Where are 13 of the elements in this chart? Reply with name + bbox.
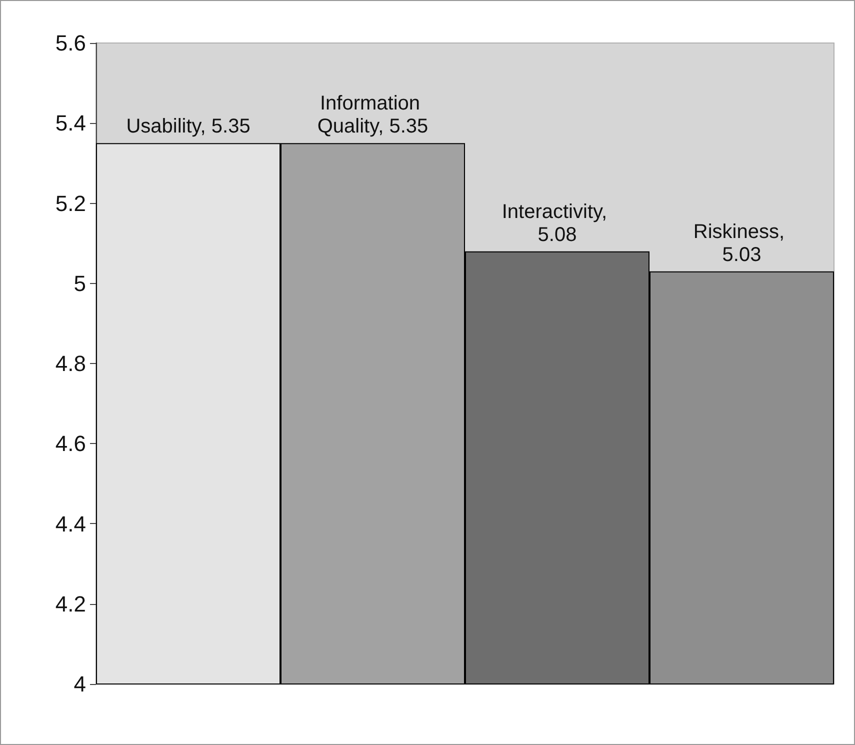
data-label: Interactivity, 5.08	[502, 200, 613, 246]
y-tick-label: 5	[74, 270, 86, 296]
y-tick-label: 4.8	[55, 351, 86, 376]
y-tick-label: 4.6	[55, 431, 86, 456]
y-tick-label: 5.6	[55, 30, 86, 56]
data-label: Usability, 5.35	[126, 116, 250, 138]
y-tick-label: 4.2	[55, 591, 86, 616]
y-tick-label: 4.4	[55, 511, 86, 536]
y-tick-label: 4	[74, 672, 86, 696]
data-label: Riskiness, 5.03	[693, 220, 790, 266]
y-tick-label: 5.4	[55, 110, 86, 136]
data-label: Information Quality, 5.35	[317, 92, 428, 138]
y-tick-label: 5.2	[55, 190, 86, 216]
